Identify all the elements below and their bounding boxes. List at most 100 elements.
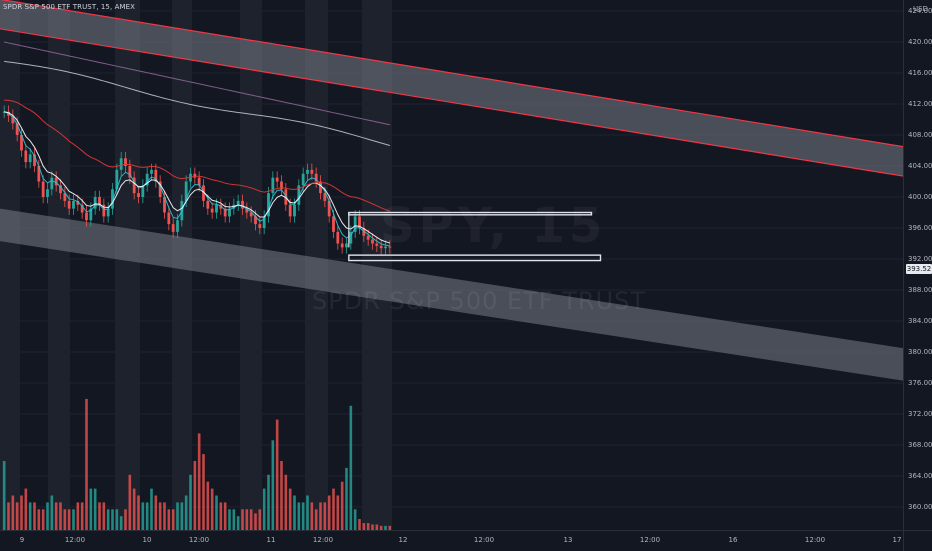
volume-bar xyxy=(59,502,62,530)
volume-bar xyxy=(67,509,71,530)
candle-body xyxy=(319,181,322,194)
candle-body xyxy=(323,193,327,201)
time-tick-label: 12:00 xyxy=(473,536,495,544)
time-tick-label: 12 xyxy=(398,536,408,544)
candle-body xyxy=(141,185,145,197)
candle-body xyxy=(236,200,240,205)
last-price-label: 393.52 xyxy=(906,264,932,274)
volume-bar xyxy=(293,495,296,530)
volume-bar xyxy=(319,502,322,530)
candle-body xyxy=(384,246,387,249)
candle-body xyxy=(89,208,93,221)
volume-bar xyxy=(158,502,162,530)
volume-bar xyxy=(54,502,58,530)
price-tick-label: 400.00 xyxy=(908,193,932,201)
volume-bar xyxy=(167,509,171,530)
volume-bar xyxy=(388,525,392,530)
volume-bar xyxy=(111,509,114,530)
price-tick-label: 380.00 xyxy=(908,348,932,356)
symbol-watermark: SPY, 15 xyxy=(380,198,607,254)
candle-body xyxy=(41,181,45,197)
candle-body xyxy=(332,216,335,232)
candle-body xyxy=(158,181,162,197)
axis-corner[interactable] xyxy=(903,530,932,551)
volume-bar xyxy=(245,509,249,530)
volume-bar xyxy=(271,440,275,530)
volume-bar xyxy=(280,461,283,530)
volume-bar xyxy=(102,502,106,530)
chart-pane[interactable]: SPY, 15 SPDR S&P 500 ETF TRUST SPDR S&P … xyxy=(0,0,903,530)
time-tick-label: 12:00 xyxy=(188,536,210,544)
session-band xyxy=(48,0,70,530)
volume-bar xyxy=(63,509,67,530)
time-tick-label: 12:00 xyxy=(312,536,334,544)
price-tick-label: 392.00 xyxy=(908,255,932,263)
candle-body xyxy=(111,189,114,209)
volume-bar xyxy=(249,509,253,530)
volume-bar xyxy=(176,502,179,530)
volume-bar xyxy=(154,495,158,530)
channel-lower-fill xyxy=(0,208,903,381)
candle-body xyxy=(106,208,110,217)
volume-bar xyxy=(11,495,15,530)
volume-bar xyxy=(241,509,244,530)
price-tick-label: 384.00 xyxy=(908,317,932,325)
volume-bar xyxy=(197,433,201,530)
candle-body xyxy=(167,212,171,225)
volume-bar xyxy=(345,467,348,530)
candle-body xyxy=(275,177,279,182)
candle-body xyxy=(245,208,249,213)
candle-body xyxy=(20,135,23,151)
volume-bar xyxy=(375,524,379,530)
volume-bar xyxy=(7,502,10,530)
candle-body xyxy=(132,177,136,194)
ema-fast-line xyxy=(3,111,390,247)
volume-bar xyxy=(124,509,127,530)
candle-body xyxy=(284,189,288,205)
candle-body xyxy=(267,193,270,217)
candle-body xyxy=(314,173,318,182)
candle-body xyxy=(63,193,67,201)
candle-body xyxy=(54,177,58,186)
candle-body xyxy=(67,200,71,209)
candle-body xyxy=(76,200,80,205)
volume-bar xyxy=(323,502,327,530)
candle-body xyxy=(171,224,175,232)
candle-body xyxy=(271,177,275,194)
volume-bar xyxy=(301,502,305,530)
volume-bar xyxy=(288,488,292,530)
volume-bar xyxy=(98,502,101,530)
candle-body xyxy=(93,197,97,209)
volume-bar xyxy=(46,502,49,530)
chart-canvas[interactable] xyxy=(0,0,903,530)
volume-bar xyxy=(2,461,6,530)
volume-bar xyxy=(85,398,88,530)
volume-bar xyxy=(310,502,314,530)
volume-bar xyxy=(349,405,353,530)
candle-body xyxy=(102,204,106,217)
candle-body xyxy=(176,220,179,232)
candle-body xyxy=(80,204,84,213)
candle-body xyxy=(358,216,361,228)
volume-bar xyxy=(232,509,236,530)
candle-body xyxy=(241,200,244,209)
price-axis[interactable]: USD 428.00424.00420.00416.00412.00408.00… xyxy=(903,0,932,530)
price-tick-label: 416.00 xyxy=(908,69,932,77)
volume-bar xyxy=(189,474,192,530)
volume-bar xyxy=(206,481,210,530)
currency-label[interactable]: USD xyxy=(913,5,928,13)
support-box xyxy=(348,254,602,262)
channel-upper-fill xyxy=(0,0,903,177)
price-tick-label: 372.00 xyxy=(908,410,932,418)
volume-bar xyxy=(262,488,266,530)
chart-title[interactable]: SPDR S&P 500 ETF TRUST, 15, AMEX xyxy=(3,3,136,11)
volume-bar xyxy=(93,488,97,530)
time-axis[interactable]: 9 12:00 10 12:00 11 12:00 12 12:00 13 12:00 16 12:0… xyxy=(0,530,903,551)
candle-body xyxy=(345,243,348,248)
candle-body xyxy=(115,169,119,190)
volume-bar xyxy=(128,474,132,530)
volume-bar xyxy=(223,502,227,530)
candle-body xyxy=(15,123,19,135)
candle-body xyxy=(59,185,62,194)
volume-bar xyxy=(180,502,184,530)
